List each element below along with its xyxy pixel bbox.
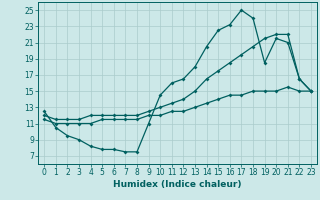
X-axis label: Humidex (Indice chaleur): Humidex (Indice chaleur) (113, 180, 242, 189)
